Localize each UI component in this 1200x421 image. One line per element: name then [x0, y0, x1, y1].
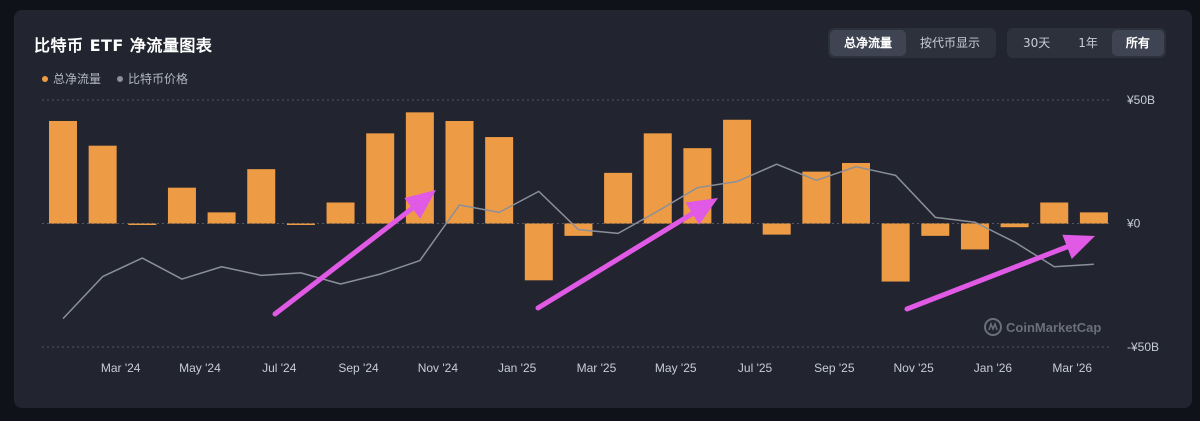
range-1y-button[interactable]: 1年 — [1078, 36, 1098, 50]
legend-flow-label: 总净流量 — [53, 72, 102, 86]
x-tick-label: Jan '25 — [498, 361, 537, 375]
flow-bar[interactable] — [881, 223, 910, 282]
flow-bar[interactable] — [366, 133, 395, 224]
flow-bar[interactable] — [128, 223, 157, 226]
arrow-layer — [272, 190, 1095, 317]
flow-bar[interactable] — [485, 137, 514, 224]
annotation-arrow-icon — [272, 190, 436, 317]
flow-bar[interactable] — [921, 223, 950, 236]
flow-bar[interactable] — [1079, 212, 1108, 224]
range-30d-button[interactable]: 30天 — [1023, 36, 1051, 50]
legend: 总净流量 比特币价格 — [42, 70, 188, 87]
flow-bar[interactable] — [762, 223, 791, 235]
flow-bar[interactable] — [1000, 223, 1029, 228]
flow-bar[interactable] — [723, 119, 752, 224]
view-toggle: 总净流量 按代币显示 — [828, 28, 997, 58]
y-tick-label: ¥0 — [1126, 217, 1141, 231]
view-by-token-button[interactable]: 按代币显示 — [920, 36, 981, 50]
flow-bar[interactable] — [643, 133, 672, 224]
flow-bar[interactable] — [604, 172, 633, 224]
flow-bar[interactable] — [524, 223, 553, 281]
annotation-arrow-icon — [904, 234, 1095, 312]
x-tick-label: May '24 — [179, 361, 221, 375]
coinmarketcap-logo-mark — [988, 321, 998, 332]
legend-item-flow[interactable]: 总净流量 — [42, 70, 101, 87]
range-all-button[interactable]: 所有 — [1111, 30, 1164, 56]
flow-bar[interactable] — [802, 171, 831, 224]
x-tick-label: Sep '25 — [814, 361, 855, 375]
x-tick-label: Nov '25 — [893, 361, 934, 375]
x-tick-label: Jul '24 — [262, 361, 297, 375]
flow-bar[interactable] — [247, 169, 276, 224]
x-tick-label: Mar '25 — [577, 361, 617, 375]
coinmarketcap-watermark: CoinMarketCap — [984, 318, 1101, 336]
flow-bar[interactable] — [326, 202, 355, 224]
bar-layer — [49, 112, 1108, 282]
flow-bar[interactable] — [960, 223, 989, 250]
legend-item-price[interactable]: 比特币价格 — [117, 70, 188, 87]
annotation-arrow-icon — [535, 198, 718, 311]
price-line-layer — [62, 163, 1094, 320]
flow-bar[interactable] — [207, 212, 236, 224]
price-line — [62, 163, 1094, 320]
x-tick-label: Jan '26 — [974, 361, 1013, 375]
x-tick-label: Mar '24 — [101, 361, 141, 375]
x-tick-label: Jul '25 — [738, 361, 773, 375]
label-layer: ¥50B ¥0 -¥50B Mar '24 May '24 Jul '24 Sep '24 N… — [101, 93, 1159, 375]
flow-bar[interactable] — [842, 162, 870, 224]
x-tick-label: Sep '24 — [338, 361, 379, 375]
flow-bar[interactable] — [1040, 202, 1069, 224]
view-total-flow-button[interactable]: 总净流量 — [830, 30, 907, 56]
flow-bar[interactable] — [167, 187, 196, 224]
x-tick-label: Nov '24 — [418, 361, 459, 375]
x-tick-label: May '25 — [655, 361, 697, 375]
y-tick-label: -¥50B — [1127, 340, 1159, 354]
x-tick-label: Mar '26 — [1052, 361, 1092, 375]
legend-flow-dot — [42, 75, 48, 82]
flow-bar[interactable] — [49, 120, 77, 224]
watermark-text: CoinMarketCap — [1006, 320, 1101, 335]
range-toggle: 30天 1年 所有 — [1007, 28, 1166, 58]
coinmarketcap-logo-icon — [984, 318, 1002, 336]
y-tick-label: ¥50B — [1126, 93, 1155, 107]
flow-bar[interactable] — [88, 145, 117, 224]
legend-price-dot — [117, 75, 124, 82]
chart-card: 比特币 ETF 净流量图表 总净流量 比特币价格 总净流量 按代币显示 30天 … — [14, 10, 1192, 408]
flow-bar[interactable] — [286, 223, 315, 226]
legend-price-label: 比特币价格 — [128, 72, 189, 86]
page-title: 比特币 ETF 净流量图表 — [34, 36, 213, 55]
flow-bar[interactable] — [445, 120, 474, 224]
